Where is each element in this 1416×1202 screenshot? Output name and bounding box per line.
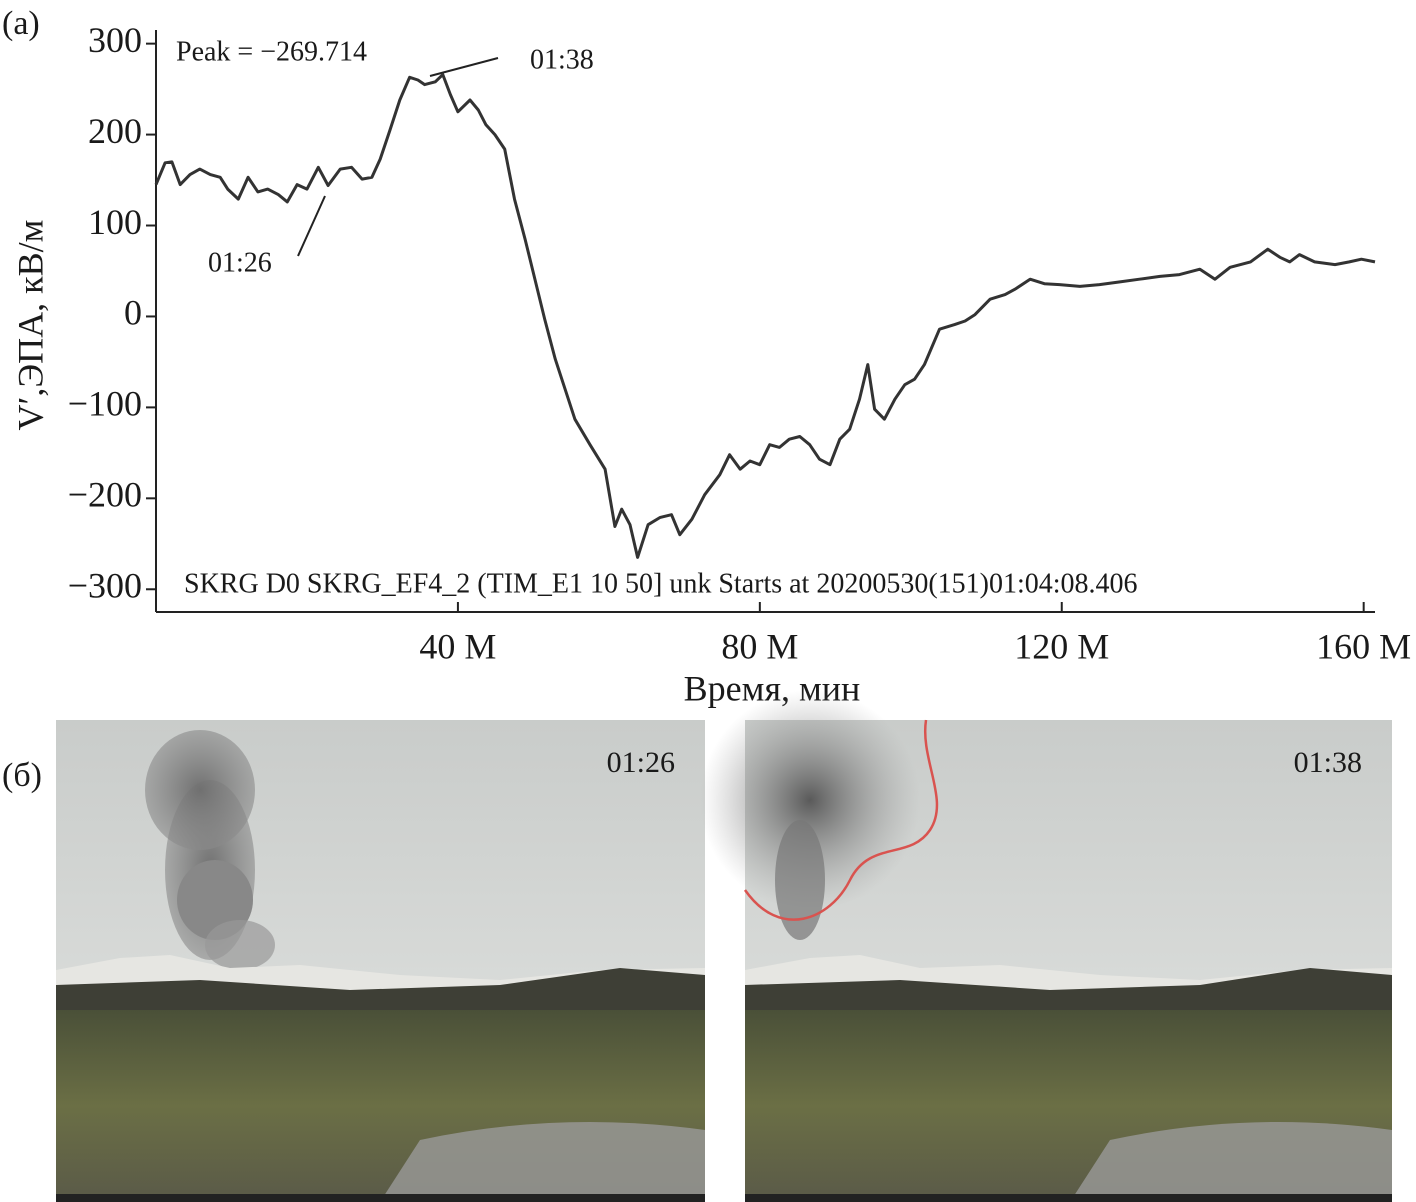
annotation: Peak = −269.714 <box>176 36 367 67</box>
x-tick-label: 160 M <box>1316 626 1411 666</box>
annotation: SKRG D0 SKRG_EF4_2 (TIM_E1 10 50] unk St… <box>184 568 1138 599</box>
photo: 01:38 <box>700 690 1392 1202</box>
y-axis-title: V′,ЭПА, кВ/м <box>10 220 50 431</box>
leader-line <box>429 57 499 77</box>
y-tick-label: −300 <box>68 566 142 606</box>
annotation: 01:26 <box>208 247 272 278</box>
photo: 01:26 <box>56 720 705 1202</box>
x-tick-label: 120 M <box>1014 626 1109 666</box>
photo-time: 01:38 <box>1294 746 1362 779</box>
y-tick-label: 100 <box>88 202 142 242</box>
y-tick-label: 200 <box>88 111 142 151</box>
data-line <box>154 73 1376 559</box>
x-tick-label: 80 M <box>721 626 798 666</box>
panel-label: (б) <box>2 757 42 794</box>
annotation: 01:38 <box>530 44 594 75</box>
y-tick-label: −200 <box>68 475 142 515</box>
photo-time: 01:26 <box>607 746 675 779</box>
leader-line <box>297 195 326 257</box>
y-tick-label: 0 <box>124 293 142 333</box>
x-tick-label: 40 M <box>419 626 496 666</box>
y-tick-label: −100 <box>68 384 142 424</box>
y-tick-label: 300 <box>88 20 142 60</box>
panel-label: (a) <box>2 5 40 42</box>
